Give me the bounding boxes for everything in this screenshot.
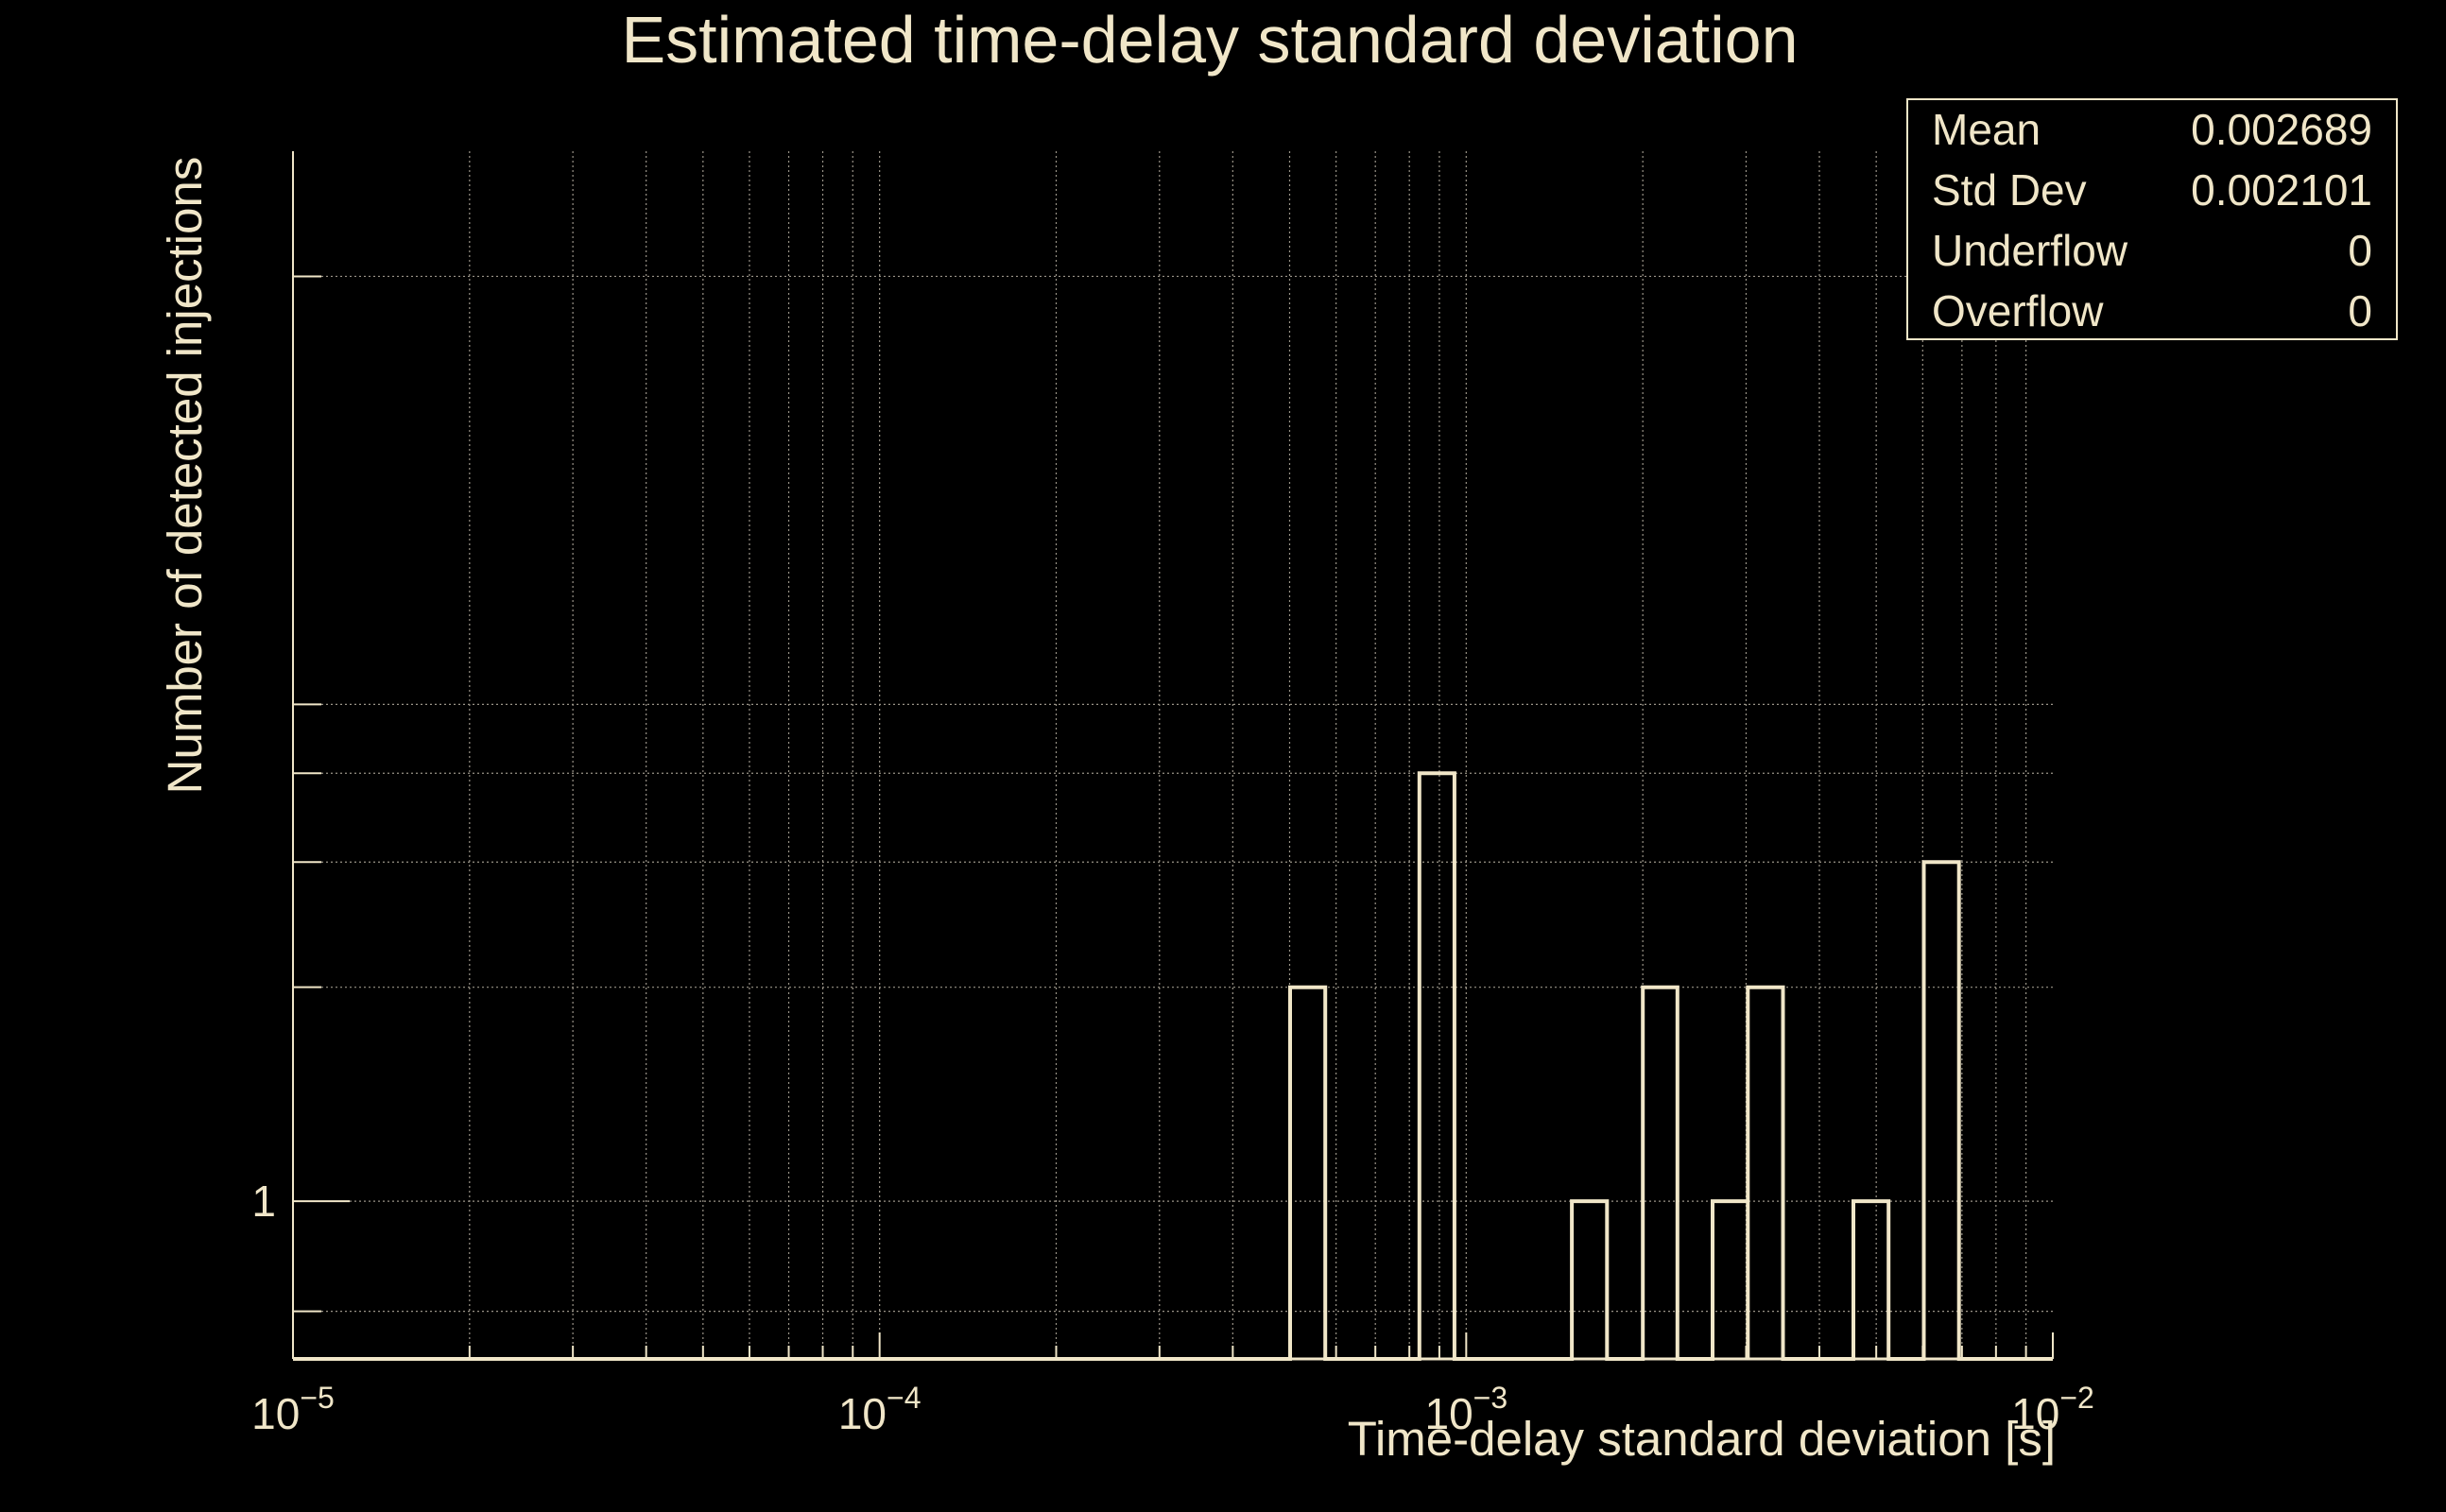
tick-labels: 10−5 10−4 10−3 10−2 1 bbox=[251, 1177, 2094, 1438]
stats-label: Overflow bbox=[1932, 286, 2104, 335]
histogram-outline bbox=[293, 771, 2053, 1361]
stats-label: Underflow bbox=[1932, 226, 2128, 275]
x-tick-label: 10−3 bbox=[1425, 1381, 1508, 1438]
stats-value: 0.002689 bbox=[2191, 105, 2372, 154]
stats-value: 0.002101 bbox=[2191, 165, 2372, 215]
histogram-bars bbox=[293, 771, 2053, 1361]
grid-lines bbox=[293, 151, 2053, 1359]
x-axis-label: Time-delay standard deviation [s] bbox=[1348, 1412, 2056, 1466]
stats-rows: Mean 0.002689 Std Dev 0.002101 Underflow 0 Ove… bbox=[1932, 105, 2372, 335]
y-axis-label: Number of detected injections bbox=[158, 157, 212, 795]
x-tick-label: 10−5 bbox=[251, 1381, 335, 1438]
stats-label: Std Dev bbox=[1932, 165, 2087, 215]
x-tick-label: 10−4 bbox=[838, 1381, 922, 1438]
stats-value: 0 bbox=[2348, 286, 2372, 335]
stats-box: Mean 0.002689 Std Dev 0.002101 Underflow 0 Ove… bbox=[1906, 98, 2398, 340]
x-tick-label: 10−2 bbox=[2011, 1381, 2094, 1438]
y-tick-label: 1 bbox=[251, 1177, 276, 1226]
stats-label: Mean bbox=[1932, 105, 2041, 154]
stats-box-frame bbox=[1906, 98, 2398, 340]
chart-title: Estimated time-delay standard deviation bbox=[621, 3, 1798, 77]
stats-value: 0 bbox=[2348, 226, 2372, 275]
